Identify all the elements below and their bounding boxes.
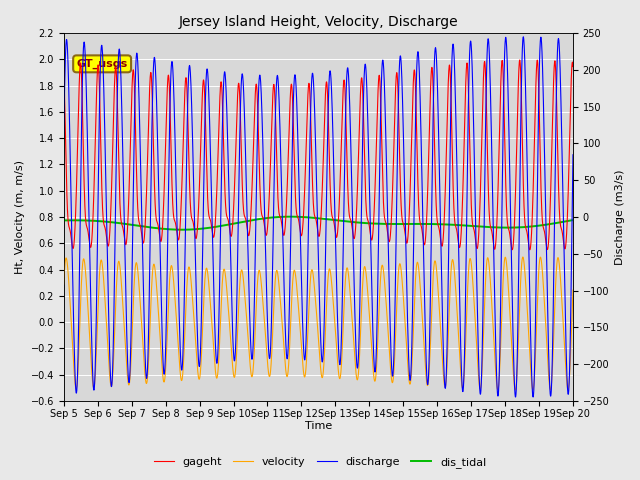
velocity [92,360,100,366]
Line: gageht: gageht [64,60,573,250]
dis_tidal [121,221,129,227]
dis_tidal [453,222,461,228]
Line: discharge: discharge [64,37,573,397]
gageht [412,86,419,92]
dis_tidal [412,221,420,227]
velocity [511,387,519,393]
discharge [120,222,128,228]
gageht [569,64,577,70]
gageht [121,240,129,245]
discharge [92,337,100,343]
Text: GT_usgs: GT_usgs [77,59,128,69]
gageht [60,68,68,73]
gageht [526,247,534,252]
discharge [218,140,226,145]
velocity [569,287,577,293]
Line: dis_tidal: dis_tidal [64,216,573,230]
dis_tidal [569,217,577,223]
dis_tidal [179,227,186,233]
Title: Jersey Island Height, Velocity, Discharge: Jersey Island Height, Velocity, Discharg… [179,15,458,29]
dis_tidal [287,214,294,219]
Legend: gageht, velocity, discharge, dis_tidal: gageht, velocity, discharge, dis_tidal [149,452,491,472]
discharge [453,168,461,174]
discharge [529,394,537,400]
velocity [453,307,461,312]
gageht [120,235,128,240]
velocity [519,254,527,260]
gageht [218,90,226,96]
velocity [60,281,68,287]
gageht [516,57,524,63]
discharge [60,134,68,140]
Line: velocity: velocity [64,257,573,390]
discharge [121,256,129,262]
dis_tidal [120,221,128,227]
Y-axis label: Ht, Velocity (m, m/s): Ht, Velocity (m, m/s) [15,160,25,274]
dis_tidal [92,218,100,224]
discharge [520,34,527,40]
velocity [218,284,226,289]
X-axis label: Time: Time [305,421,332,432]
velocity [121,336,129,342]
velocity [120,325,128,331]
Y-axis label: Discharge (m3/s): Discharge (m3/s) [615,169,625,264]
dis_tidal [218,223,226,228]
discharge [412,116,419,121]
dis_tidal [60,217,68,223]
discharge [569,152,577,157]
gageht [92,115,100,120]
velocity [412,276,419,281]
gageht [453,229,461,235]
